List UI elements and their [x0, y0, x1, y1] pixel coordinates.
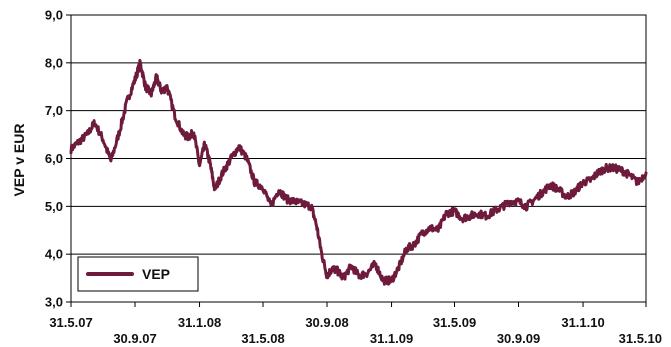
series-layer — [69, 58, 648, 286]
y-tick-label: 9,0 — [45, 8, 63, 23]
y-tick-label: 7,0 — [45, 103, 63, 118]
y-tick-label: 8,0 — [45, 55, 63, 70]
x-tick-label: 31.1.08 — [178, 315, 221, 330]
x-tick-label: 31.5.07 — [49, 315, 92, 330]
x-tick-label: 31.5.08 — [241, 331, 284, 346]
axis-layer: 3,0 4,0 5,0 6,0 7,0 8,0 9,0 31.5.07 30.9.07 31.1.… — [45, 8, 662, 347]
y-tick-label: 6,0 — [45, 151, 63, 166]
y-axis-label: VEP v EUR — [11, 124, 27, 197]
x-tick-label: 30.9.09 — [497, 331, 540, 346]
x-tick-label: 31.5.09 — [433, 315, 476, 330]
legend: VEP — [77, 256, 199, 292]
x-tick-label: 30.9.07 — [113, 331, 156, 346]
x-tick-label: 31.5.10 — [619, 331, 662, 346]
x-tick-label: 30.9.08 — [305, 315, 348, 330]
x-tick-label: 31.1.10 — [561, 315, 604, 330]
y-tick-label: 3,0 — [45, 295, 63, 310]
legend-label: VEP — [142, 266, 170, 282]
x-tick-label: 31.1.09 — [370, 331, 413, 346]
series-line-vep — [69, 58, 648, 286]
y-tick-label: 5,0 — [45, 199, 63, 214]
y-tick-label: 4,0 — [45, 247, 63, 262]
